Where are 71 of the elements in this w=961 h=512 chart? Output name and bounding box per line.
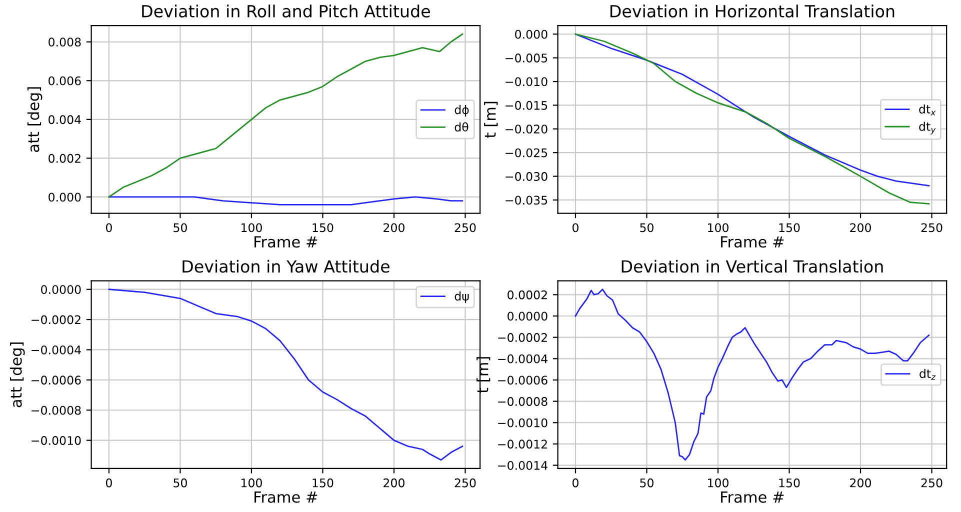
chart-title: Deviation in Vertical Translation xyxy=(622,260,883,273)
y-tick-label: 0.008 xyxy=(48,38,81,47)
y-axis-title: att [deg] xyxy=(27,87,42,152)
y-tick-label: 0.000 xyxy=(48,192,81,202)
x-tick-label: 250 xyxy=(921,223,942,232)
x-tick-label: 250 xyxy=(921,478,942,488)
x-tick-label: 50 xyxy=(640,223,654,232)
y-tick-label: 0.0000 xyxy=(508,312,548,321)
y-tick-label: 0.0002 xyxy=(508,290,547,300)
x-axis-title: Frame # xyxy=(254,491,318,503)
x-tick-label: 200 xyxy=(850,478,871,488)
y-tick-label: −0.020 xyxy=(506,124,548,134)
x-tick-label: 100 xyxy=(242,223,262,232)
x-tick-label: 100 xyxy=(242,478,262,488)
y-tick-label: 0.002 xyxy=(48,154,80,163)
legend-label: dψ xyxy=(454,291,469,303)
y-tick-label: −0.030 xyxy=(506,172,548,181)
y-axis-title: t [m] xyxy=(484,102,498,138)
x-axis-title: Frame # xyxy=(721,236,784,248)
y-tick-label: −0.0006 xyxy=(498,376,548,385)
y-tick-label: 0.004 xyxy=(48,115,81,124)
y-tick-label: −0.0008 xyxy=(32,406,81,415)
y-tick-label: −0.0004 xyxy=(498,354,548,364)
y-tick-label: −0.0014 xyxy=(498,461,548,470)
legend-label: dϕ xyxy=(454,105,469,116)
x-tick-label: 50 xyxy=(640,478,654,488)
y-tick-label: −0.0008 xyxy=(498,397,548,406)
y-tick-label: −0.0006 xyxy=(32,376,81,385)
x-tick-label: 200 xyxy=(384,223,404,232)
chart-title: Deviation in Yaw Attitude xyxy=(182,260,390,273)
x-tick-label: 50 xyxy=(174,223,187,232)
x-tick-label: 200 xyxy=(384,478,404,488)
y-tick-label: −0.0002 xyxy=(32,315,80,324)
legend-label: dθ xyxy=(454,122,468,132)
y-tick-label: 0.0000 xyxy=(41,285,81,294)
y-tick-label: −0.025 xyxy=(506,148,548,158)
chart-title: Deviation in Horizontal Translation xyxy=(610,4,894,18)
x-tick-label: 100 xyxy=(708,223,728,232)
line-series xyxy=(108,196,464,206)
y-tick-label: −0.0002 xyxy=(498,333,547,342)
legend-label: dt$_{y}$ xyxy=(919,122,936,134)
x-tick-label: 50 xyxy=(174,478,187,488)
x-tick-label: 0 xyxy=(106,478,112,488)
y-tick-label: −0.0004 xyxy=(32,345,81,354)
x-tick-label: 250 xyxy=(454,223,476,232)
y-tick-label: 0.006 xyxy=(48,76,81,86)
x-tick-label: 150 xyxy=(312,223,334,232)
x-axis-title: Frame # xyxy=(254,236,318,248)
y-tick-label: −0.005 xyxy=(506,54,548,62)
chart-title: Deviation in Roll and Pitch Attitude xyxy=(142,4,430,18)
x-tick-label: 150 xyxy=(779,223,800,232)
y-tick-label: −0.0010 xyxy=(32,436,81,445)
y-tick-label: −0.010 xyxy=(506,77,548,86)
x-tick-label: 250 xyxy=(454,478,476,488)
x-tick-label: 0 xyxy=(572,478,578,488)
y-tick-label: −0.0010 xyxy=(498,418,548,428)
y-tick-label: 0.000 xyxy=(515,30,548,39)
y-tick-label: −0.015 xyxy=(506,100,548,110)
x-tick-label: 0 xyxy=(572,223,578,232)
x-tick-label: 100 xyxy=(708,478,728,488)
x-axis-title: Frame # xyxy=(721,491,784,503)
y-tick-label: −0.035 xyxy=(506,196,548,205)
x-tick-label: 150 xyxy=(779,478,800,488)
x-tick-label: 0 xyxy=(106,223,112,232)
legend-label: dt$_{x}$ xyxy=(919,104,936,116)
line-series xyxy=(574,288,930,461)
y-axis-title: att [deg] xyxy=(10,342,25,408)
x-tick-label: 150 xyxy=(312,478,334,488)
x-tick-label: 200 xyxy=(850,223,871,232)
y-tick-label: −0.0012 xyxy=(498,440,547,449)
legend-label: dt$_{z}$ xyxy=(920,368,936,380)
